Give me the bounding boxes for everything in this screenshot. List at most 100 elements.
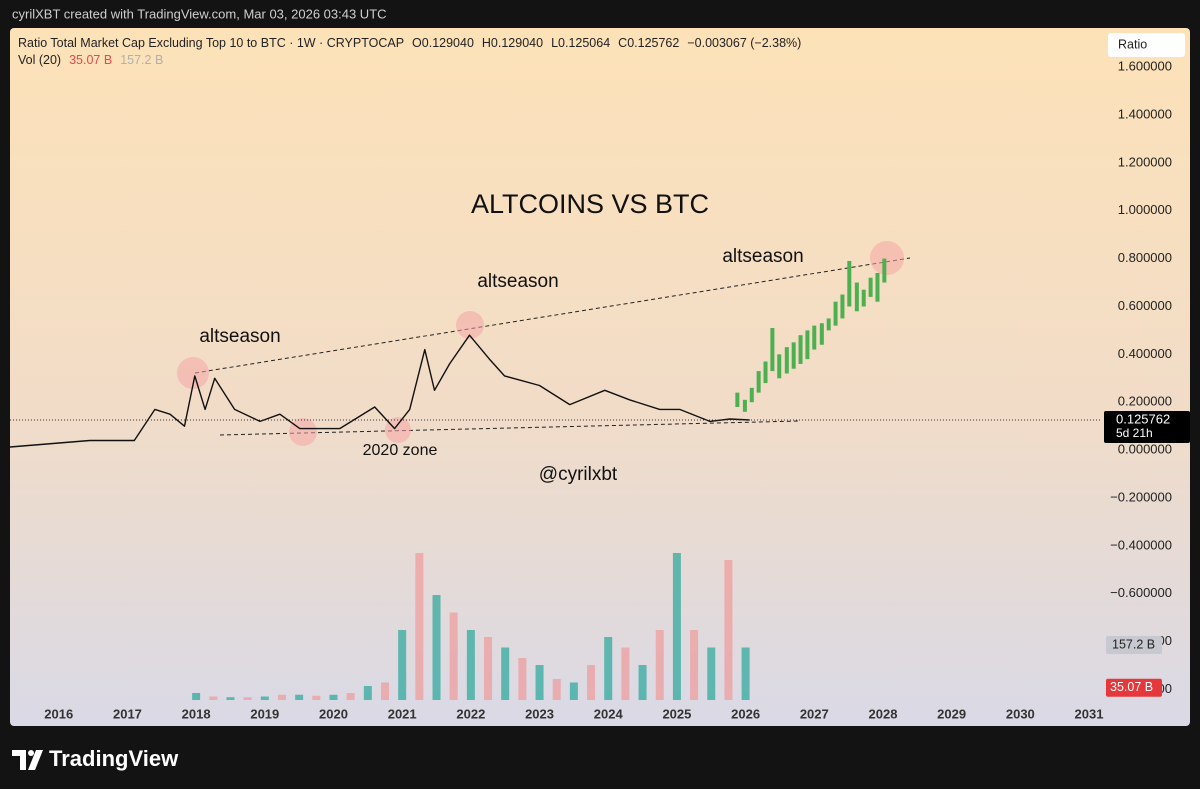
volume-bar [449, 612, 458, 700]
candle [826, 318, 831, 331]
x-tick-label: 2020 [319, 706, 348, 721]
candle [840, 294, 845, 319]
volume-bar [535, 665, 544, 700]
volume-average: 157.2 B [120, 53, 163, 67]
x-tick-label: 2018 [182, 706, 211, 721]
volume-bar [621, 647, 630, 700]
drawings [194, 257, 911, 436]
ohlc: O0.129040 [412, 36, 474, 50]
volume-bar [690, 630, 699, 700]
volume-last: 35.07 B [69, 53, 112, 67]
candle [756, 371, 761, 393]
ohlc: C0.125762 [618, 36, 679, 50]
y-tick-label: 0.600000 [1118, 298, 1172, 313]
ohlc: H0.129040 [482, 36, 543, 50]
volume-bar [329, 694, 338, 700]
volume-bar [277, 694, 286, 700]
circle [177, 357, 209, 389]
x-tick-label: 2030 [1006, 706, 1035, 721]
volume-bar [707, 647, 716, 700]
candle [763, 361, 768, 384]
x-tick-label: 2024 [594, 706, 624, 721]
volume-legend: Vol (20) 35.07 B 157.2 B [18, 53, 163, 67]
highlight-circles [177, 241, 904, 446]
annotation: altseason [477, 271, 558, 292]
y-tick-label: 0.000000 [1118, 442, 1172, 457]
candle [847, 260, 852, 307]
volume-last-badge [1106, 678, 1162, 697]
circle [456, 311, 484, 339]
plot: 2016 2017 2018 2019 2020 2021 2022 2023 2024 2025… [9, 59, 1190, 721]
volume-bar [655, 630, 664, 700]
x-tick-label: 2019 [250, 706, 279, 721]
x-tick-label: 2023 [525, 706, 554, 721]
symbol: Ratio Total Market Cap Excluding Top 10 … [18, 36, 404, 50]
y-tick-label: 1.400000 [1118, 106, 1172, 121]
logo-mark [28, 750, 43, 770]
indicator: Vol (20) [18, 53, 61, 67]
volume-bar [552, 679, 561, 700]
x-tick-label: 2031 [1075, 706, 1104, 721]
candle [868, 277, 873, 297]
header-text: cyrilXBT created with TradingView.com, M… [12, 6, 387, 21]
candle [735, 392, 740, 408]
x-tick-label: 2027 [800, 706, 829, 721]
y-tick-label: −0.200000 [1110, 489, 1172, 504]
scale-label[interactable]: Ratio [1118, 37, 1147, 51]
y-tick-label: −0.400000 [1110, 537, 1172, 552]
candle [749, 387, 754, 403]
volume-bar [518, 658, 527, 700]
volume-bar [484, 637, 493, 700]
volume-bar [312, 695, 321, 700]
volume-bar [415, 553, 424, 700]
price-badge-label: 0.125762 [1116, 411, 1170, 426]
candle [742, 399, 747, 412]
volume-bar [432, 595, 441, 700]
circle [289, 418, 317, 446]
volume-average-label: 157.2 B [1112, 637, 1155, 651]
annotation: altseason [199, 326, 280, 347]
x-tick-label: 2017 [113, 706, 142, 721]
volume-bar [604, 637, 613, 700]
annotation: 2020 zone [363, 442, 438, 459]
x-tick-label: 2028 [869, 706, 898, 721]
x-tick-label: 2016 [44, 706, 73, 721]
volume-bar [741, 647, 750, 700]
volume-bar [398, 630, 407, 700]
x-tick-label: 2025 [662, 706, 691, 721]
y-tick-label: 0.200000 [1118, 394, 1172, 409]
candle [805, 330, 810, 360]
scale-button[interactable] [1108, 33, 1185, 57]
volume-bar [209, 696, 218, 700]
volume-bar [638, 665, 647, 700]
y-tick-label: 0.800000 [1118, 250, 1172, 265]
candle [882, 258, 887, 283]
y-tick-label: 0.400000 [1118, 346, 1172, 361]
volume-bar [569, 682, 578, 700]
x-tick-label: 2022 [456, 706, 485, 721]
annotation: @cyrilxbt [539, 464, 618, 485]
chart-title: ALTCOINS VS BTC [471, 189, 709, 219]
volume-bar [587, 665, 596, 700]
y-tick-label: −0.600000 [1110, 585, 1172, 600]
candle [819, 323, 824, 345]
chart-panel [10, 28, 1190, 726]
volume-last-label: 35.07 B [1110, 680, 1153, 694]
volume-average-badge [1106, 635, 1162, 654]
y-tick-label: 1.000000 [1118, 202, 1172, 217]
footer-brand: TradingView [49, 746, 179, 771]
change: −0.003067 (−2.38%) [687, 36, 801, 50]
trendline-lower [219, 420, 801, 436]
candle [812, 325, 817, 350]
countdown: 5d 21h [1116, 426, 1153, 440]
volume-bar [260, 696, 269, 700]
volume-bar [192, 693, 201, 700]
volume-bar [466, 630, 475, 700]
y-tick-label: 1.200000 [1118, 154, 1172, 169]
candle [861, 289, 866, 307]
circle [385, 417, 411, 443]
annotation: altseason [722, 246, 803, 267]
circle [870, 241, 904, 275]
volume-bar [672, 553, 681, 700]
